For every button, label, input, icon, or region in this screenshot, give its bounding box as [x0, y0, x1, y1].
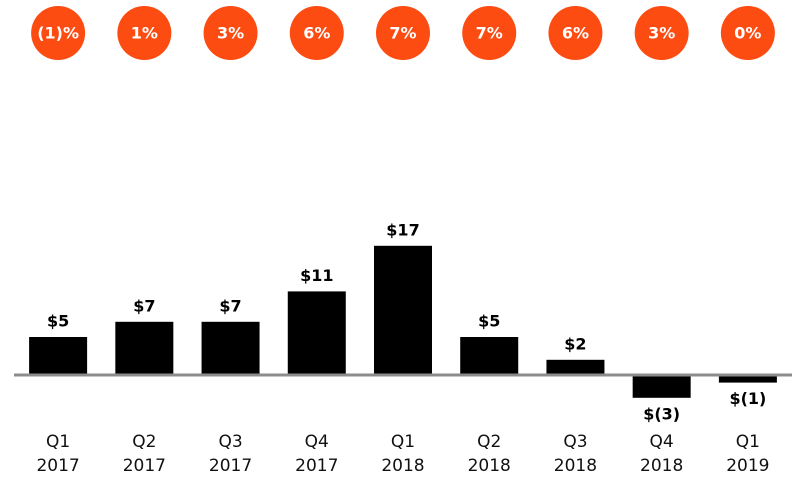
bar — [29, 337, 88, 375]
value-label: $7 — [133, 296, 155, 315]
percent-badge — [376, 6, 430, 60]
percent-badge — [720, 6, 775, 60]
value-label: $5 — [47, 312, 69, 331]
bar — [201, 321, 260, 375]
value-label: $(1) — [729, 389, 766, 408]
percent-label: 0% — [734, 24, 761, 43]
bar — [546, 359, 605, 375]
percent-label: 3% — [217, 24, 244, 43]
percent-badge — [117, 6, 172, 60]
percent-label: 1% — [131, 24, 158, 43]
x-tick-label: Q2 2017 — [122, 432, 166, 476]
value-label: $17 — [386, 220, 419, 239]
x-tick-label: Q1 2018 — [381, 432, 425, 476]
x-tick-label: Q4 2017 — [295, 432, 339, 476]
bar — [718, 375, 777, 383]
percent-label: 7% — [476, 24, 503, 43]
x-tick-label: Q4 2018 — [640, 432, 684, 476]
bar — [115, 321, 174, 375]
value-label: $(3) — [643, 404, 680, 423]
percent-badge — [548, 6, 603, 60]
bar — [287, 291, 346, 375]
x-tick-label: Q1 2019 — [726, 432, 770, 476]
x-tick-label: Q1 2017 — [36, 432, 80, 476]
value-label: $2 — [564, 334, 586, 353]
percent-badge — [289, 6, 344, 60]
percent-label: 3% — [648, 24, 675, 43]
value-label: $7 — [219, 296, 241, 315]
percent-badge — [203, 6, 258, 60]
bar — [374, 245, 432, 375]
percent-badge — [31, 6, 86, 60]
x-tick-label: Q3 2017 — [208, 432, 253, 476]
percent-label: 6% — [562, 24, 589, 43]
percent-badge — [634, 6, 689, 60]
value-label: $11 — [300, 266, 333, 285]
percent-label: 6% — [303, 24, 330, 43]
percent-badge — [462, 6, 517, 60]
percent-label: (1)% — [37, 24, 79, 43]
x-tick-label: Q2 2018 — [467, 432, 511, 476]
value-label: $5 — [478, 312, 500, 331]
percent-label: 7% — [389, 24, 416, 43]
bar — [460, 337, 519, 375]
x-tick-label: Q3 2018 — [553, 432, 598, 476]
bar — [632, 375, 691, 398]
